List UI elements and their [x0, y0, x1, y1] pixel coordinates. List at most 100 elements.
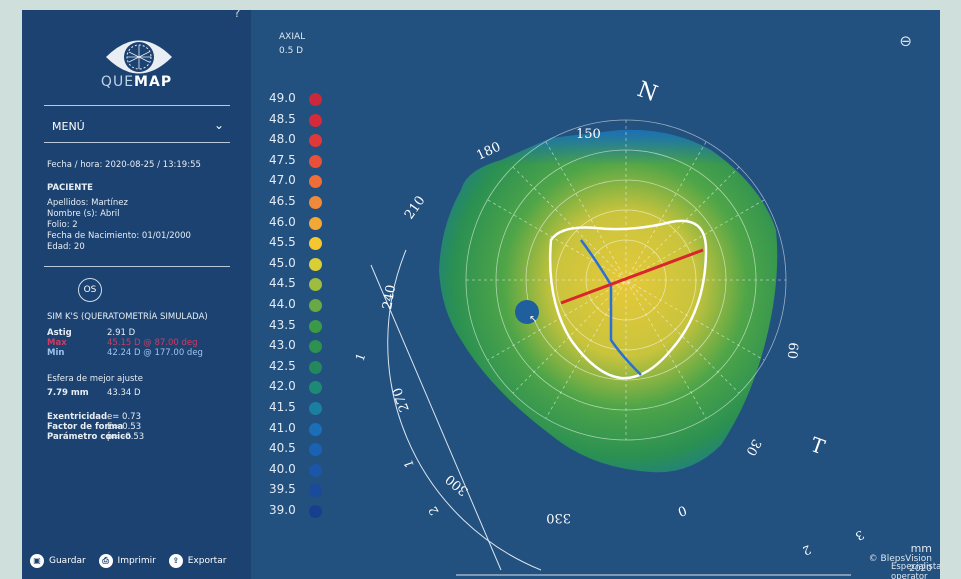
save-icon: ▣: [30, 554, 44, 568]
cursor-icon: ↖: [529, 314, 537, 325]
scale-step: 41.5: [269, 397, 339, 417]
scale-color-swatch: [309, 299, 322, 312]
angle-240: 240: [380, 284, 399, 311]
scale-value: 44.5: [269, 276, 296, 291]
simk-heading: SIM K'S (QUERATOMETRÍA SIMULADA): [47, 312, 208, 322]
scale-value: 48.5: [269, 111, 296, 126]
bestfit-row: 7.79 mm 43.34 D: [47, 388, 141, 398]
scale-step: 48.5: [269, 109, 339, 129]
scale-value: 40.5: [269, 441, 296, 456]
scale-color-swatch: [309, 505, 322, 518]
scale-color-swatch: [309, 340, 322, 354]
ruler-tick-3: 3: [853, 527, 867, 543]
optic-zone-outline: [548, 219, 708, 380]
scale-step: 42.5: [269, 356, 339, 376]
scale-color-swatch: [309, 216, 322, 230]
topography-map[interactable]: ↖ N T 150 180 210 240 270 300 330 0 30 6…: [251, 10, 940, 579]
scale-color-swatch: [309, 237, 322, 251]
scale-color-swatch: [309, 113, 322, 127]
export-icon: ⇪: [168, 554, 183, 568]
divider: [44, 266, 230, 267]
scale-value: 41.0: [269, 420, 296, 435]
save-button[interactable]: ▣ Guardar: [30, 554, 86, 568]
ruler-tick-2b: 2: [801, 542, 813, 558]
scale-step: 40.5: [269, 438, 339, 458]
scale-step: 47.5: [269, 150, 339, 170]
scale-step: 46.0: [269, 212, 339, 232]
scale-step: 41.0: [269, 418, 339, 438]
eye-logo-icon: [106, 40, 172, 74]
scale-step: 40.0: [269, 459, 339, 479]
scale-color-swatch: [309, 463, 322, 477]
scale-value: 39.0: [269, 503, 296, 517]
angle-300: 300: [443, 471, 472, 498]
scale-value: 46.0: [269, 214, 296, 229]
scale-step: 43.5: [269, 315, 339, 335]
flat-meridian: [579, 239, 642, 376]
polar-grid: [465, 119, 787, 441]
patient-heading: PACIENTE: [47, 183, 93, 193]
divider: [44, 105, 230, 106]
ruler-tick-1b: 1: [401, 458, 417, 470]
eccentricity-row: Exentricidad e= 0.73: [47, 412, 141, 422]
scale-color-swatch: [309, 484, 322, 498]
angle-0: 0: [676, 502, 689, 519]
scale-step: 45.0: [269, 253, 339, 273]
scale-value: 44.0: [269, 297, 296, 311]
scale-step: 43.0: [269, 335, 339, 355]
temporal-label: T: [807, 432, 828, 459]
patient-dob: Fecha de Nacimiento: 01/01/2000: [47, 231, 191, 241]
scale-color-swatch: [309, 381, 322, 395]
scale-color-swatch: [309, 93, 322, 106]
chevron-down-icon: ⌄: [213, 118, 224, 132]
conic-row: Parámetro cónico p= -0.53: [47, 432, 145, 442]
sidebar: ? QUEMAP MENÚ ⌄ Fecha / hora: 2020-08-25…: [22, 10, 251, 579]
scale-value: 42.5: [269, 358, 296, 373]
scale-value: 42.0: [269, 379, 296, 394]
menu-label: MENÚ: [52, 120, 85, 133]
polar-ruler: [370, 249, 851, 576]
scale-value: 47.5: [269, 152, 296, 167]
ruler-tick-1a: 1: [353, 351, 369, 363]
zoom-out-icon[interactable]: ⊖: [899, 32, 912, 50]
scale-value: 46.5: [269, 194, 296, 208]
angle-150: 150: [576, 127, 601, 142]
scale-color-swatch: [309, 422, 322, 436]
scale-color-swatch: [309, 257, 322, 271]
bestfit-heading: Esfera de mejor ajuste: [47, 374, 143, 384]
patient-surname: Apellidos: Martínez: [47, 198, 128, 208]
app-logo-text: QUEMAP: [100, 74, 173, 90]
scale-color-swatch: [309, 196, 322, 209]
scale-step: 45.5: [269, 232, 339, 252]
scale-value: 49.0: [269, 91, 296, 105]
scale-color-swatch: [309, 134, 322, 148]
export-button[interactable]: ⇪ Exportar: [168, 554, 226, 568]
angle-60: 60: [784, 342, 800, 360]
angle-270: 270: [390, 385, 413, 413]
scale-step: 48.0: [269, 129, 339, 149]
angle-180: 180: [474, 140, 503, 164]
exam-datetime: Fecha / hora: 2020-08-25 / 13:19:55: [47, 160, 201, 170]
footer-actions: ▣ Guardar ⎙ Imprimir ⇪ Exportar: [30, 554, 236, 568]
app-window: ? QUEMAP MENÚ ⌄ Fecha / hora: 2020-08-25…: [22, 10, 940, 579]
scale-color-swatch: [309, 154, 322, 168]
min-k-row: Min 42.24 D @ 177.00 deg: [47, 348, 203, 358]
scale-step: 46.5: [269, 191, 339, 211]
print-button[interactable]: ⎙ Imprimir: [98, 554, 156, 568]
unit-and-copyright: mm © BlepsVision 2020: [868, 542, 932, 574]
scale-step: 44.5: [269, 273, 339, 293]
help-button[interactable]: ?: [234, 10, 241, 20]
eye-selector-os[interactable]: OS: [78, 278, 102, 302]
divider: [44, 142, 230, 143]
scale-value: 40.0: [269, 461, 296, 476]
scale-step: 39.0: [269, 500, 339, 520]
max-k-row: Max 45.15 D @ 87.00 deg: [47, 338, 198, 348]
scale-color-swatch: [309, 402, 322, 415]
angle-30: 30: [742, 436, 763, 458]
scale-value: 43.5: [269, 317, 296, 332]
print-icon: ⎙: [98, 554, 113, 568]
pupil-marker[interactable]: [515, 300, 539, 324]
menu-dropdown[interactable]: MENÚ ⌄: [52, 118, 224, 133]
scale-step: 47.0: [269, 170, 339, 190]
scale-value: 47.0: [269, 173, 296, 188]
